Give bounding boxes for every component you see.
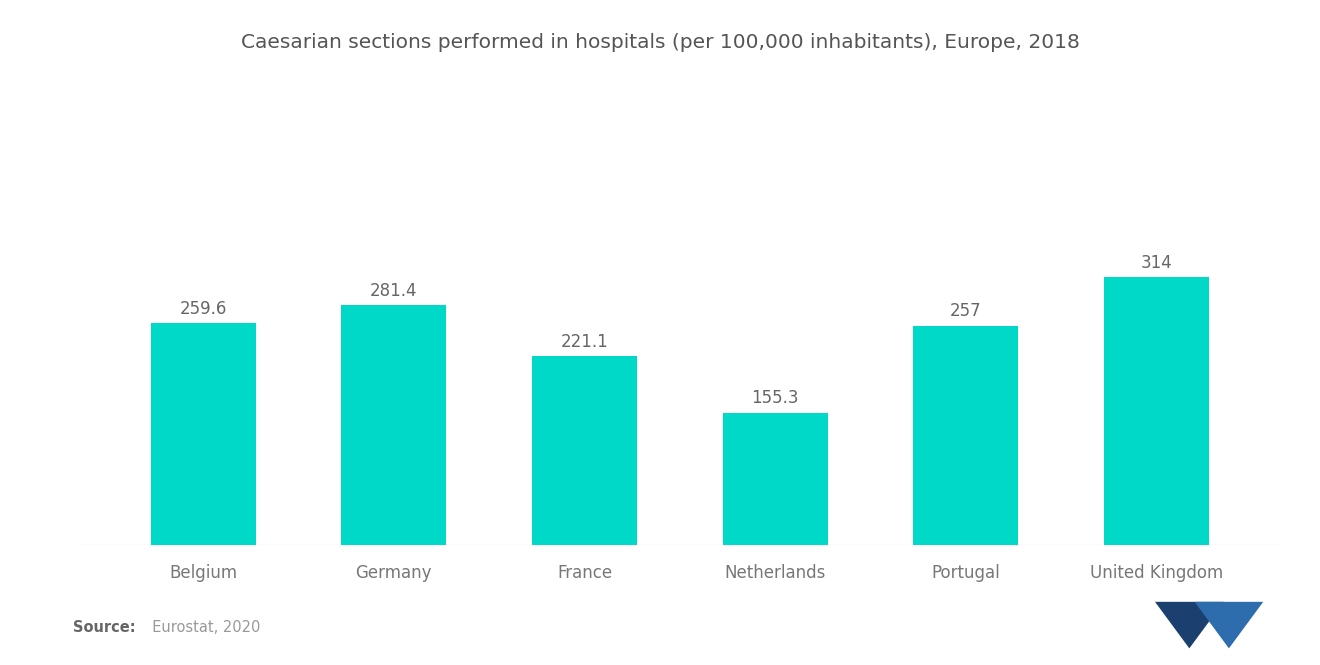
Bar [913, 326, 1018, 545]
Bar [723, 412, 828, 545]
Text: 281.4: 281.4 [370, 281, 417, 299]
Bar [150, 323, 256, 545]
Text: Caesarian sections performed in hospitals (per 100,000 inhabitants), Europe, 201: Caesarian sections performed in hospital… [240, 33, 1080, 53]
Bar [1104, 277, 1209, 545]
Text: Source:: Source: [73, 620, 135, 635]
Text: 155.3: 155.3 [751, 390, 799, 408]
Text: 257: 257 [950, 303, 982, 321]
Polygon shape [1195, 602, 1263, 648]
Polygon shape [1155, 602, 1224, 648]
Text: 221.1: 221.1 [561, 333, 609, 351]
Bar [532, 356, 636, 545]
Text: Eurostat, 2020: Eurostat, 2020 [143, 620, 260, 635]
Bar [342, 305, 446, 545]
Text: 259.6: 259.6 [180, 300, 227, 319]
Text: 314: 314 [1140, 254, 1172, 272]
